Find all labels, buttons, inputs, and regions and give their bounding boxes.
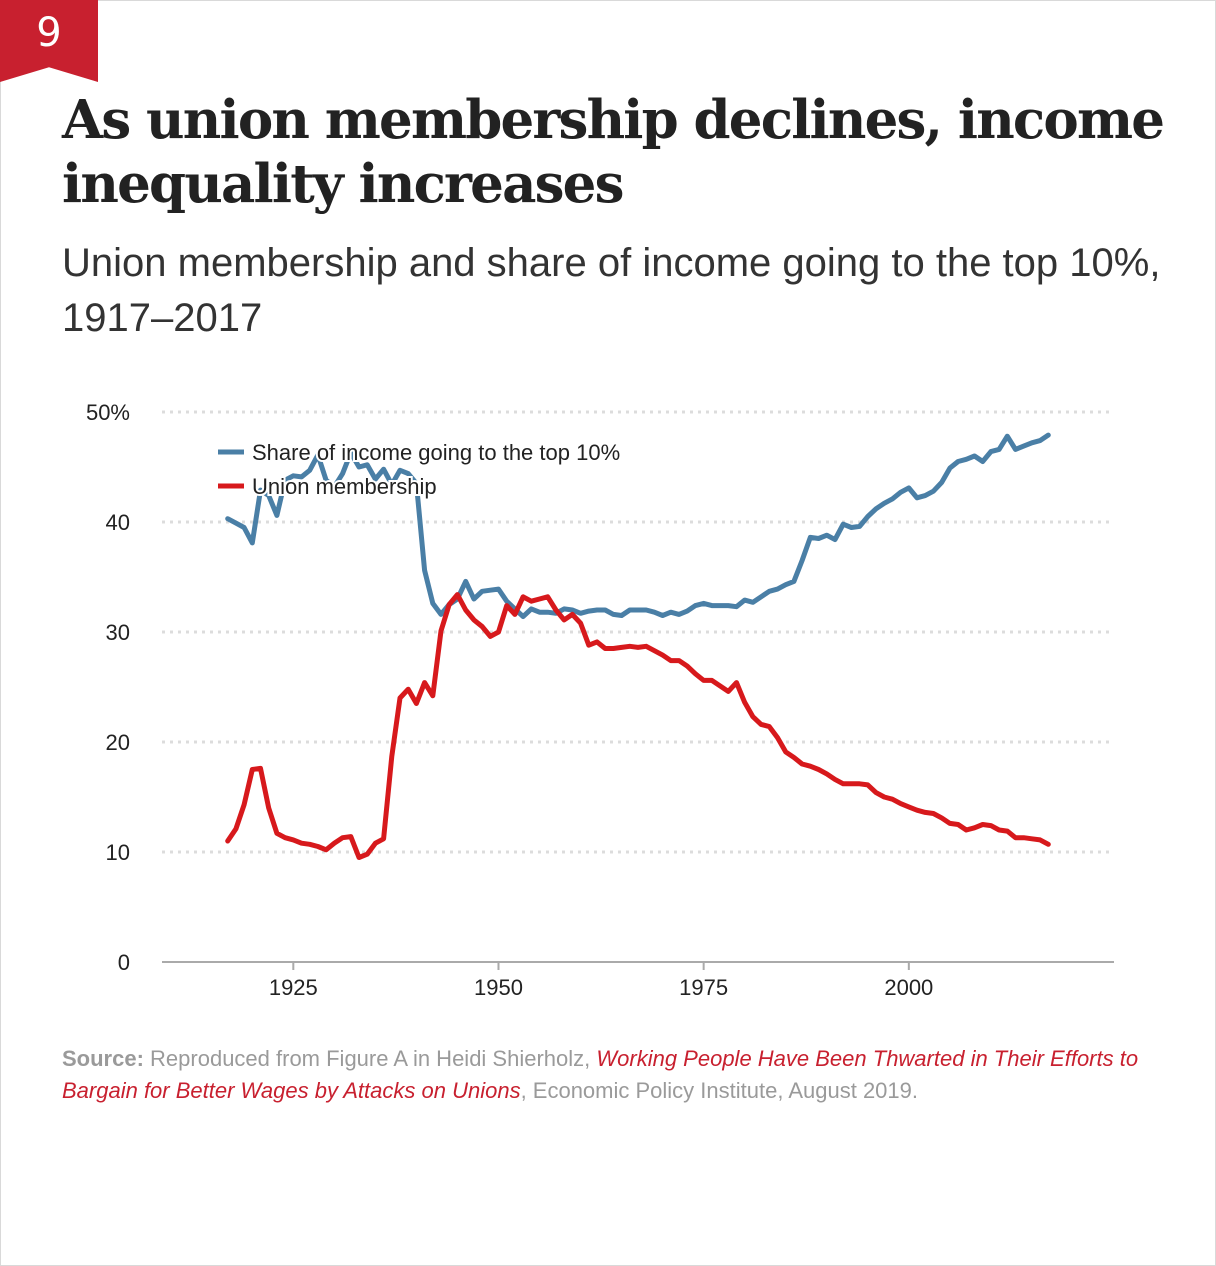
income-share-line — [225, 432, 1051, 620]
y-tick-label: 0 — [118, 950, 130, 975]
legend-label: Union membership — [252, 474, 437, 499]
y-tick-label: 20 — [106, 730, 130, 755]
gridlines — [162, 410, 1114, 963]
x-tick-label: 1975 — [679, 975, 728, 1000]
y-tick-label: 30 — [106, 620, 130, 645]
source-text-before: Reproduced from Figure A in Heidi Shierh… — [143, 1046, 597, 1071]
y-tick-label: 40 — [106, 510, 130, 535]
x-tick-label: 1925 — [269, 975, 318, 1000]
series-lines — [225, 432, 1051, 860]
figure-number: 9 — [36, 10, 62, 56]
y-axis-tick-labels: 0 10 20 30 40 50% — [86, 400, 130, 975]
x-tick-label: 2000 — [884, 975, 933, 1000]
legend: Share of income going to the top 10% Unio… — [218, 438, 622, 501]
chart-title: As union membership declines, income ine… — [62, 89, 1165, 215]
source-link[interactable]: Working People Have Been Thwarted in The… — [62, 1046, 1139, 1103]
chart-subtitle: Union membership and share of income goi… — [62, 241, 1161, 340]
legend-label: Share of income going to the top 10% — [252, 440, 620, 465]
x-tick-label: 1950 — [474, 975, 523, 1000]
source-text-after: , Economic Policy Institute, August 2019… — [520, 1078, 919, 1103]
source-label: Source: — [62, 1046, 144, 1071]
source-note: Source: Reproduced from Figure A in Heid… — [62, 1043, 1172, 1107]
y-tick-label: 10 — [106, 840, 130, 865]
union-membership-line — [225, 592, 1051, 860]
x-axis: 1925 1950 1975 2000 — [269, 962, 933, 1000]
y-tick-label: 50% — [86, 400, 130, 425]
